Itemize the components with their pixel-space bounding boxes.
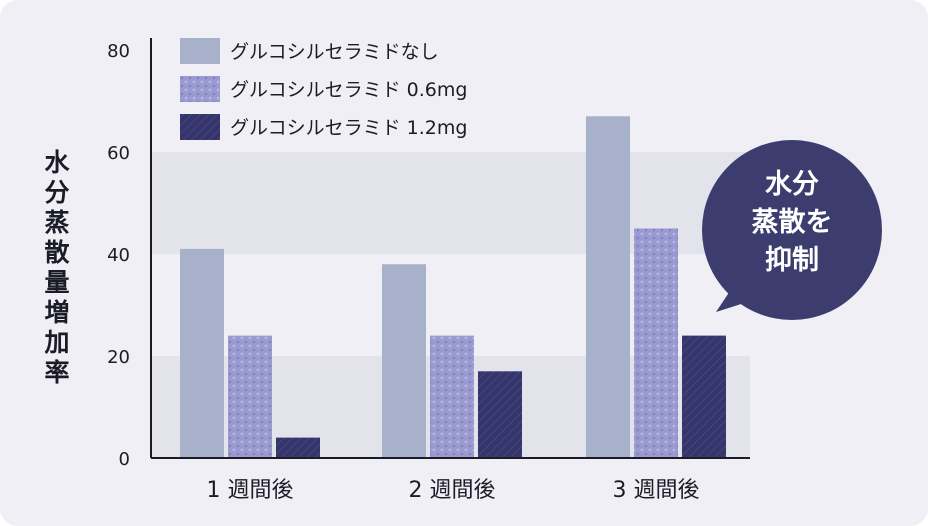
bar-series-1-cat-2 (634, 228, 678, 458)
legend-swatch (180, 38, 220, 64)
y-tick-label: 60 (107, 143, 130, 164)
y-axis-label: 水分蒸散量増加率 (44, 148, 70, 387)
bar-series-1-cat-0 (228, 335, 272, 458)
legend-label: グルコシルセラミド 0.6mg (230, 79, 467, 101)
x-tick-label: 1 週間後 (207, 478, 294, 503)
x-tick-label: 2 週間後 (409, 478, 496, 503)
legend-swatch (180, 114, 220, 140)
bar-series-1-cat-1 (430, 335, 474, 458)
bar-series-0-cat-1 (382, 264, 426, 458)
legend-label: グルコシルセラミドなし (230, 41, 439, 63)
callout-text: 水分 蒸散を 抑制 (751, 169, 833, 276)
callout-tail (716, 282, 760, 312)
callout-circle (702, 140, 882, 320)
y-tick-label: 20 (107, 347, 130, 368)
bars-group: 1 週間後 2 週間後 3 週間後 (180, 116, 726, 503)
bar-series-2-cat-2 (682, 335, 726, 458)
x-tick-label: 3 週間後 (613, 478, 700, 503)
callout-bubble (702, 140, 882, 320)
axes-group: 0 20 40 60 80 (107, 38, 750, 470)
y-tick-label: 40 (107, 245, 130, 266)
bar-series-0-cat-0 (180, 248, 224, 458)
y-tick-label: 0 (119, 449, 130, 470)
bar-series-2-cat-1 (478, 371, 522, 458)
legend-swatch (180, 76, 220, 102)
legend-label: グルコシルセラミド 1.2mg (230, 117, 467, 139)
bar-series-0-cat-2 (586, 116, 630, 459)
y-tick-label: 80 (107, 41, 130, 62)
bar-series-2-cat-0 (276, 437, 320, 458)
